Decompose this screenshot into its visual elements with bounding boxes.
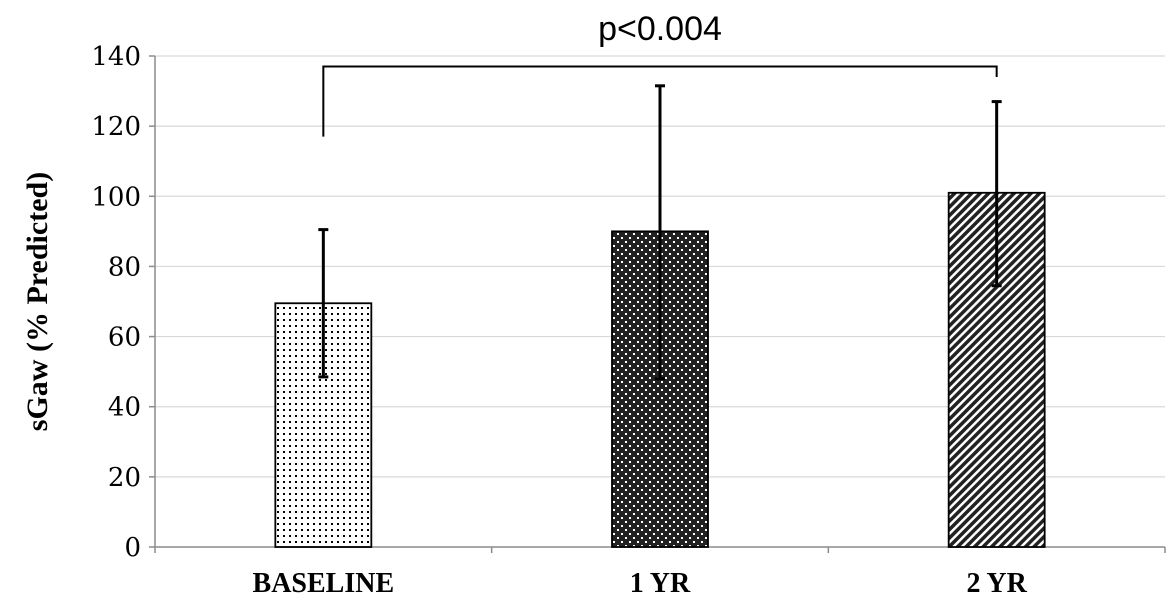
y-tick-label: 100 (91, 182, 141, 212)
y-tick-labels: 0 20 40 60 80 100 120 140 (91, 42, 141, 563)
x-category-label: 2 YR (966, 568, 1027, 599)
error-bar (655, 84, 665, 381)
y-tick-label: 120 (91, 112, 141, 142)
y-tick-label: 60 (108, 323, 141, 353)
significance-label: p<0.004 (598, 10, 722, 48)
error-bar (991, 100, 1002, 288)
x-category-labels: BASELINE 1 YR 2 YR (253, 568, 1028, 599)
y-tick-label: 80 (108, 252, 141, 282)
error-bar (318, 228, 329, 379)
x-category-label: BASELINE (253, 568, 395, 599)
bar-baseline (274, 302, 373, 548)
y-tick-label: 140 (91, 42, 141, 72)
y-tick-label: 40 (108, 393, 141, 423)
significance-bracket (322, 65, 998, 137)
significance-annotation: p<0.004 (322, 10, 998, 137)
y-tick-label: 20 (108, 463, 141, 493)
y-axis-title: sGaw (% Predicted) (21, 172, 54, 431)
x-category-label: 1 YR (630, 568, 691, 599)
error-bars (318, 84, 1002, 381)
y-tick-label: 0 (124, 533, 141, 563)
